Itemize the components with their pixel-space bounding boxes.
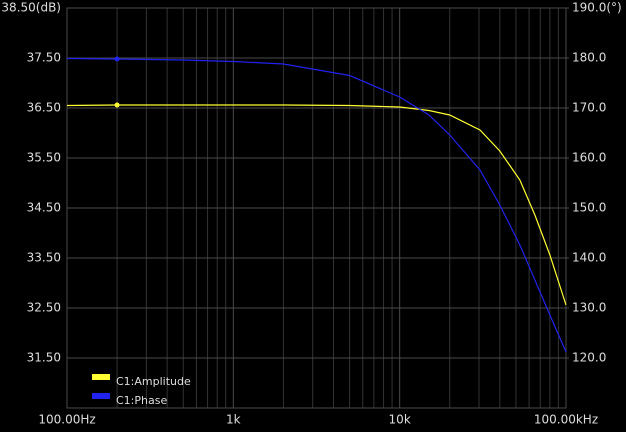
series-line (66, 57, 567, 353)
legend-swatch (92, 393, 110, 399)
legend-swatch (92, 374, 110, 380)
y2-tick-label: 180.0 (572, 51, 606, 65)
y-tick-label: 34.50 (27, 201, 61, 215)
y2-tick-label: 160.0 (572, 151, 606, 165)
cursor-marker (114, 102, 120, 108)
y2-tick-label: 120.0 (572, 351, 606, 365)
y2-tick-label: 170.0 (572, 101, 606, 115)
y2-tick-label: 150.0 (572, 201, 606, 215)
y2-tick-label: 140.0 (572, 251, 606, 265)
x-tick-label: 1k (226, 413, 241, 427)
y2-tick-label: 130.0 (572, 301, 606, 315)
y-tick-label: 38.50(dB) (1, 1, 61, 15)
y-tick-label: 33.50 (27, 251, 61, 265)
y-tick-label: 36.50 (27, 101, 61, 115)
x-tick-label: 10k (389, 413, 411, 427)
y-tick-label: 37.50 (27, 51, 61, 65)
x-tick-label: 100.00Hz (38, 413, 95, 427)
y-tick-label: 32.50 (27, 301, 61, 315)
legend-label: C1:Amplitude (116, 375, 191, 388)
legend-label: C1:Phase (116, 394, 167, 407)
series-line (66, 104, 567, 306)
y2-tick-label: 190.0(°) (572, 1, 622, 15)
cursor-marker (114, 56, 120, 62)
x-tick-label: 100.00kHz (534, 413, 598, 427)
y-tick-label: 31.50 (27, 351, 61, 365)
y-tick-label: 35.50 (27, 151, 61, 165)
plot-frame (66, 7, 567, 409)
